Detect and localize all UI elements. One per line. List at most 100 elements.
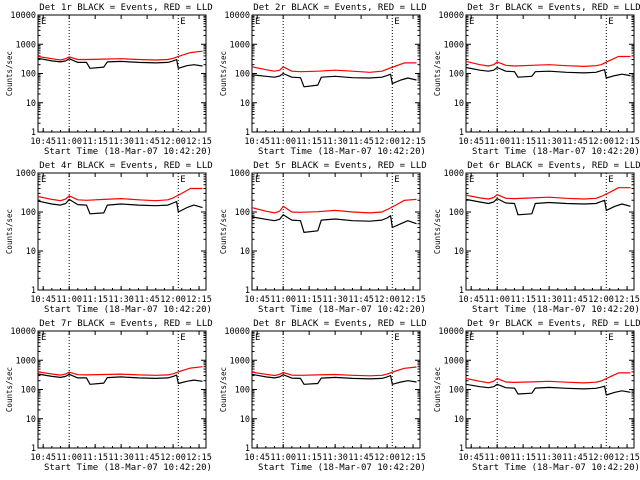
series-events-line xyxy=(465,198,631,216)
y-axis-title: Counts/sec xyxy=(433,51,442,96)
y-tick-label: 100 xyxy=(21,70,36,80)
x-tick-label: 12:15 xyxy=(400,137,426,147)
y-tick-label: 10000 xyxy=(224,327,250,337)
x-axis-title: Start Time (18-Mar-07 10:42:20) xyxy=(472,463,640,473)
x-tick-label: 11:30 xyxy=(322,453,348,463)
x-tick-label: 12:00 xyxy=(374,453,400,463)
x-tick-label: 11:30 xyxy=(322,137,348,147)
series-events-line xyxy=(37,198,203,215)
y-tick-label: 100 xyxy=(449,386,464,396)
x-tick-label: 11:00 xyxy=(484,137,510,147)
plot-frame xyxy=(37,330,207,449)
y-tick-label: 10000 xyxy=(438,11,464,21)
series-events-line xyxy=(465,383,631,396)
x-tick-label: 11:45 xyxy=(562,137,588,147)
panel-title: Det 4r BLACK = Events, RED = LLD xyxy=(39,161,212,171)
y-tick-label: 1 xyxy=(31,444,36,454)
x-tick-label: 12:00 xyxy=(588,453,614,463)
x-tick-label: 12:15 xyxy=(400,453,426,463)
flag-label: E xyxy=(394,333,399,343)
x-tick-label: 11:45 xyxy=(562,453,588,463)
panel-title: Det 7r BLACK = Events, RED = LLD xyxy=(39,319,212,329)
x-tick-label: 11:30 xyxy=(322,295,348,305)
x-tick-label: 11:00 xyxy=(56,295,82,305)
x-tick-label: 11:00 xyxy=(56,453,82,463)
y-tick-label: 10 xyxy=(240,99,250,109)
x-tick-label: 11:30 xyxy=(108,295,134,305)
x-tick-label: 11:15 xyxy=(82,137,108,147)
y-tick-label: 1000 xyxy=(16,356,36,366)
panel-title: Det 9r BLACK = Events, RED = LLD xyxy=(467,319,640,329)
x-axis-title: Start Time (18-Mar-07 10:42:20) xyxy=(44,463,212,473)
x-tick-label: 12:00 xyxy=(160,453,186,463)
flag-label: E xyxy=(255,333,260,343)
x-tick-label: 11:00 xyxy=(484,453,510,463)
flag-label: E xyxy=(41,17,46,27)
series-events-line xyxy=(37,57,203,69)
x-tick-label: 11:00 xyxy=(270,453,296,463)
y-axis-title: Counts/sec xyxy=(219,51,228,96)
panel-title: Det 8r BLACK = Events, RED = LLD xyxy=(253,319,426,329)
plot-frame xyxy=(251,330,421,449)
flag-label: E xyxy=(255,175,260,185)
flag-label: E xyxy=(180,175,185,185)
x-tick-label: 10:45 xyxy=(244,295,270,305)
plot-frame xyxy=(465,172,635,291)
x-tick-label: 10:45 xyxy=(458,137,484,147)
series-events-line xyxy=(465,66,631,79)
x-tick-label: 12:00 xyxy=(374,295,400,305)
plot-frame xyxy=(251,14,421,133)
x-tick-label: 12:00 xyxy=(374,137,400,147)
plot-frame xyxy=(37,172,207,291)
series-lld-line xyxy=(465,372,631,384)
panel-title: Det 2r BLACK = Events, RED = LLD xyxy=(253,3,426,13)
y-tick-label: 10 xyxy=(240,415,250,425)
x-tick-label: 11:15 xyxy=(296,137,322,147)
x-axis-title: Start Time (18-Mar-07 10:42:20) xyxy=(44,305,212,315)
series-events-line xyxy=(251,373,417,385)
series-lld-line xyxy=(251,62,417,73)
x-tick-label: 11:45 xyxy=(134,295,160,305)
x-tick-label: 12:15 xyxy=(614,453,640,463)
x-tick-label: 10:45 xyxy=(244,137,270,147)
x-tick-label: 12:15 xyxy=(186,453,212,463)
flag-label: E xyxy=(469,17,474,27)
x-tick-label: 10:45 xyxy=(244,453,270,463)
x-tick-label: 11:45 xyxy=(348,137,374,147)
y-tick-label: 10 xyxy=(454,415,464,425)
y-tick-label: 100 xyxy=(449,70,464,80)
y-tick-label: 100 xyxy=(21,386,36,396)
y-tick-label: 1000 xyxy=(230,356,250,366)
x-tick-label: 11:15 xyxy=(510,453,536,463)
x-tick-label: 11:30 xyxy=(536,453,562,463)
y-tick-label: 1000 xyxy=(230,169,250,179)
y-axis-title: Counts/sec xyxy=(433,367,442,412)
x-axis-title: Start Time (18-Mar-07 10:42:20) xyxy=(472,305,640,315)
y-tick-label: 10 xyxy=(26,247,36,257)
x-tick-label: 11:45 xyxy=(134,453,160,463)
y-tick-label: 10 xyxy=(240,247,250,257)
series-lld-line xyxy=(37,50,203,61)
y-tick-label: 1000 xyxy=(444,40,464,50)
y-axis-title: Counts/sec xyxy=(5,51,14,96)
x-tick-label: 12:15 xyxy=(186,295,212,305)
x-axis-title: Start Time (18-Mar-07 10:42:20) xyxy=(258,147,426,157)
x-axis-title: Start Time (18-Mar-07 10:42:20) xyxy=(258,305,426,315)
flag-label: E xyxy=(608,17,613,27)
flag-label: E xyxy=(394,175,399,185)
x-tick-label: 11:45 xyxy=(134,137,160,147)
x-tick-label: 12:15 xyxy=(400,295,426,305)
y-tick-label: 10000 xyxy=(438,327,464,337)
series-lld-line xyxy=(251,198,417,214)
x-tick-label: 12:00 xyxy=(160,137,186,147)
x-tick-label: 11:45 xyxy=(348,453,374,463)
flag-label: E xyxy=(180,17,185,27)
y-tick-label: 100 xyxy=(235,70,250,80)
x-tick-label: 10:45 xyxy=(458,295,484,305)
